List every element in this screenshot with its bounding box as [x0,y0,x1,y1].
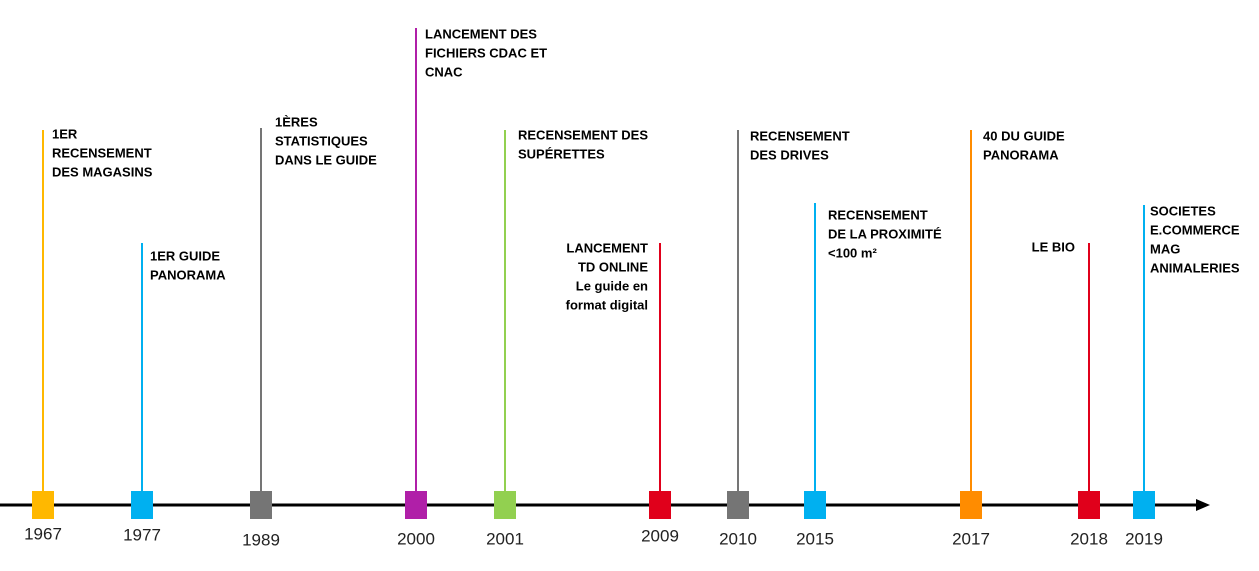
event-label: LE BIO [1032,239,1075,254]
event-label-line: RECENSEMENT DES [518,127,648,142]
event-label-line: DE LA PROXIMITÉ [828,226,942,241]
event-label-line: Le guide en [576,278,648,293]
event-marker [1078,491,1100,519]
event-label-line: PANORAMA [150,267,226,282]
event-label-line: TD ONLINE [578,259,648,274]
event-marker [32,491,54,519]
event-marker [804,491,826,519]
event-label-line: RECENSEMENT [828,207,928,222]
event-label-line: MAG [1150,241,1180,256]
axis-arrow [1196,499,1210,511]
event-year: 2010 [719,529,757,548]
event-label-line: format digital [566,297,648,312]
event-label: 1ÈRES STATISTIQUES DANS LE GUIDE [275,114,377,167]
event-label-line: STATISTIQUES [275,133,368,148]
event-label-line: <100 m² [828,245,877,260]
event-label: LANCEMENT DES FICHIERS CDAC ET CNAC [425,26,547,79]
event-label: 1ER RECENSEMENT DES MAGASINS [52,126,153,179]
event-marker [1133,491,1155,519]
event-label-line: SOCIETES [1150,203,1216,218]
event-label-line: RECENSEMENT [52,145,152,160]
event-label: LANCEMENT TD ONLINE Le guide en format digi… [566,240,649,312]
event-marker [727,491,749,519]
event-year: 2000 [397,529,435,548]
event-marker [960,491,982,519]
event-marker [131,491,153,519]
event-label: RECENSEMENT DES SUPÉRETTES [518,127,648,161]
event-label: 1ER GUIDE PANORAMA [150,248,226,282]
event-year: 2001 [486,529,524,548]
event-marker [250,491,272,519]
event-label: RECENSEMENT DES DRIVES [750,128,850,162]
event-label-line: PANORAMA [983,147,1059,162]
event-label-line: E.COMMERCE [1150,222,1240,237]
event-marker [494,491,516,519]
event-label-line: DES DRIVES [750,147,829,162]
event-label-line: FICHIERS CDAC ET [425,45,547,60]
event-year: 2009 [641,526,679,545]
event-label-line: SUPÉRETTES [518,146,605,161]
event-label-line: DANS LE GUIDE [275,152,377,167]
event-label-line: LANCEMENT DES [425,26,537,41]
event-label-line: LANCEMENT [566,240,648,255]
event-year: 1989 [242,530,280,549]
event-year: 1977 [123,525,161,544]
event-label-line: 1ÈRES [275,114,318,129]
event-label: RECENSEMENT DE LA PROXIMITÉ <100 m² [828,207,942,260]
event-year: 2019 [1125,529,1163,548]
event-label-line: RECENSEMENT [750,128,850,143]
event-label-line: 1ER [52,126,78,141]
event-year: 2015 [796,529,834,548]
event-year: 2017 [952,529,990,548]
event-label-line: DES MAGASINS [52,164,153,179]
event-label: SOCIETES E.COMMERCE MAG ANIMALERIES [1150,203,1240,275]
event-label-line: ANIMALERIES [1150,260,1240,275]
event-label-line: LE BIO [1032,239,1075,254]
event-label-line: CNAC [425,64,463,79]
event-marker [649,491,671,519]
event-year: 2018 [1070,529,1108,548]
event-label-line: 40 DU GUIDE [983,128,1065,143]
event-label-line: 1ER GUIDE [150,248,220,263]
event-label: 40 DU GUIDE PANORAMA [983,128,1065,162]
event-year: 1967 [24,524,62,543]
event-marker [405,491,427,519]
